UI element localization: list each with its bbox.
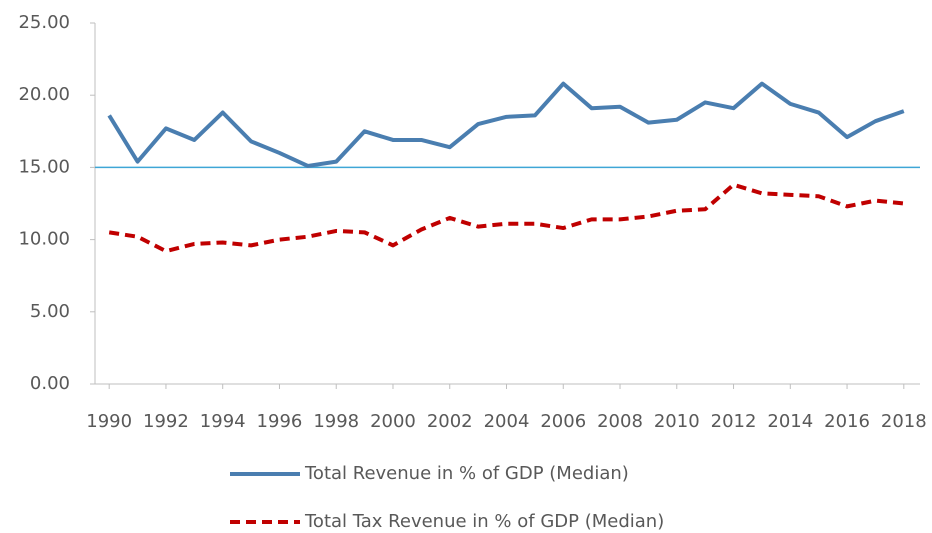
x-tick-label: 2004 [484, 411, 530, 432]
y-tick-label: 20.00 [18, 84, 70, 105]
x-tick-label: 2006 [540, 411, 586, 432]
y-tick-label: 0.00 [30, 373, 70, 394]
x-tick-label: 2018 [881, 411, 927, 432]
x-tick-label: 1990 [86, 411, 132, 432]
y-tick-label: 5.00 [30, 301, 70, 322]
x-tick-label: 1994 [200, 411, 246, 432]
x-tick-label: 1998 [313, 411, 359, 432]
x-tick-label: 2008 [597, 411, 643, 432]
y-tick-label: 25.00 [18, 12, 70, 33]
x-tick-label: 2014 [767, 411, 813, 432]
x-tick-label: 2012 [711, 411, 757, 432]
x-tick-label: 2010 [654, 411, 700, 432]
x-tick-label: 1996 [257, 411, 303, 432]
x-tick-label: 2002 [427, 411, 473, 432]
y-tick-label: 10.00 [18, 229, 70, 250]
legend-label: Total Revenue in % of GDP (Median) [304, 463, 629, 484]
y-tick-label: 15.00 [18, 156, 70, 177]
series-line [108, 182, 905, 254]
x-tick-label: 1992 [143, 411, 189, 432]
series-line [107, 81, 905, 168]
legend-label: Total Tax Revenue in % of GDP (Median) [304, 511, 664, 532]
x-tick-label: 2016 [824, 411, 870, 432]
x-tick-label: 2000 [370, 411, 416, 432]
